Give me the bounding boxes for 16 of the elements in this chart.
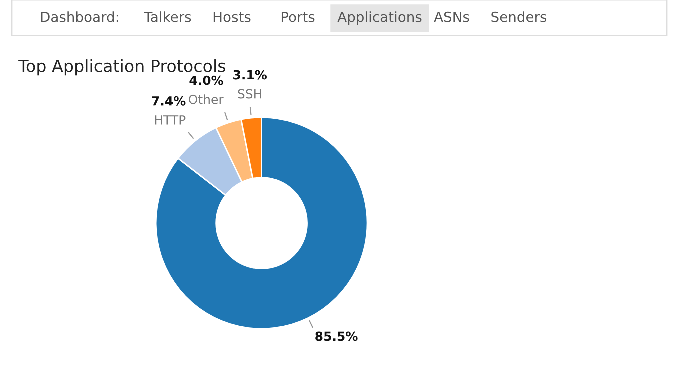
slice-label: Other: [189, 94, 224, 104]
text: Dashboard:: [41, 12, 118, 22]
chart-title: Top Application Protocols: [18, 60, 226, 76]
donut-slice: [155, 116, 368, 330]
text: Ports: [282, 12, 315, 22]
data-label: 3.1%: [234, 70, 268, 80]
data-label: 4.0%: [190, 76, 224, 86]
text: ASNs: [434, 12, 470, 22]
slice-label: SSH: [238, 89, 262, 99]
text: Talkers: [144, 12, 192, 22]
slice-label: HTTP: [155, 116, 186, 125]
text: Applications: [338, 12, 422, 26]
text: Senders: [492, 12, 547, 22]
text: Hosts: [214, 12, 251, 22]
data-label: 7.4%: [152, 96, 186, 106]
data-label: 85.5%: [316, 332, 358, 342]
